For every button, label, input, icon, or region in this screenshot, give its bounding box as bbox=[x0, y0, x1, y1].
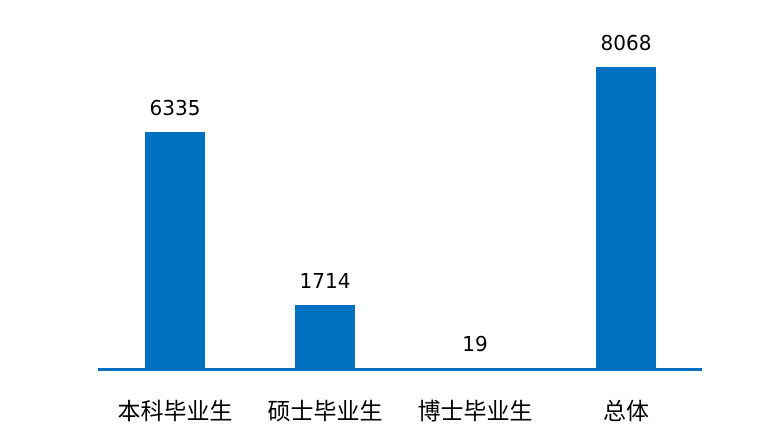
value-label: 8068 bbox=[600, 31, 652, 55]
bar bbox=[596, 67, 656, 369]
category-label: 本科毕业生 bbox=[117, 399, 233, 425]
bar bbox=[295, 305, 355, 369]
value-label: 1714 bbox=[299, 269, 351, 293]
bar bbox=[145, 132, 205, 369]
category-label: 硕士毕业生 bbox=[267, 399, 383, 425]
bar bbox=[445, 368, 505, 369]
category-label: 总体 bbox=[603, 399, 649, 425]
value-label: 6335 bbox=[149, 96, 201, 120]
x-axis-line bbox=[98, 368, 702, 371]
category-label: 博士毕业生 bbox=[417, 399, 533, 425]
value-label: 19 bbox=[462, 332, 488, 356]
